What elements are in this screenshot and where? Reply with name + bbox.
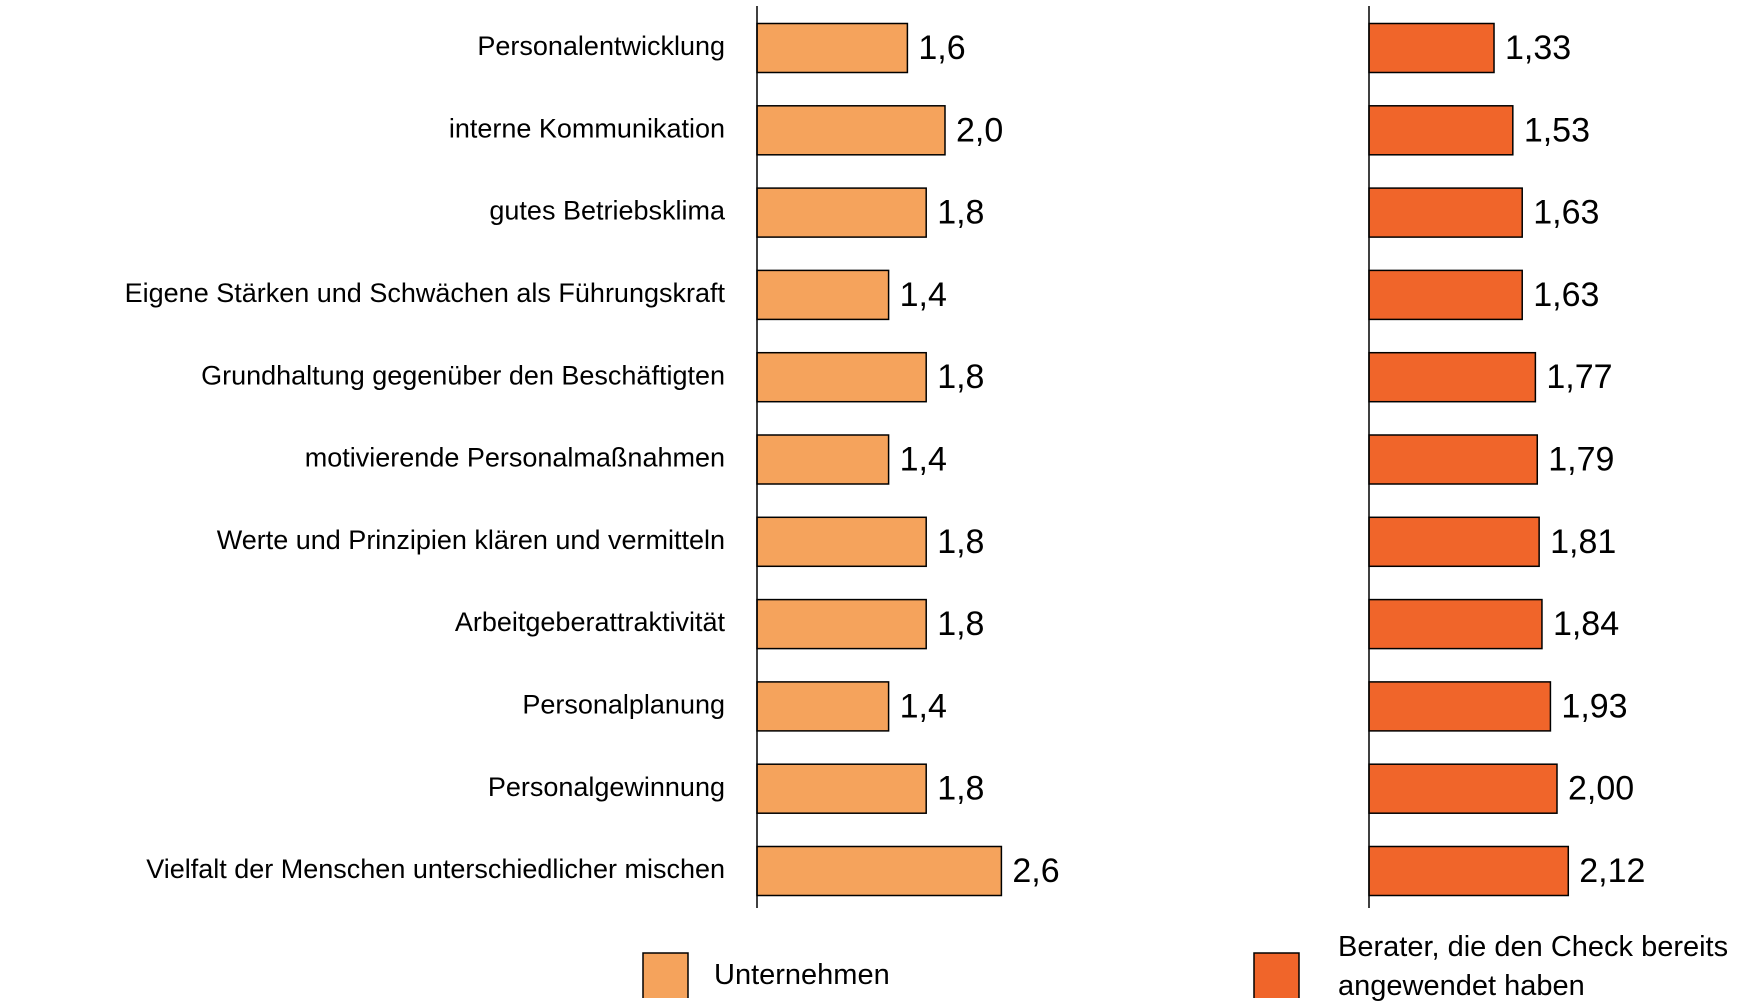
bar bbox=[756, 434, 890, 485]
bar bbox=[756, 845, 1003, 897]
bar bbox=[1368, 187, 1523, 238]
bar bbox=[756, 351, 927, 403]
bar bbox=[756, 269, 890, 321]
bar bbox=[1368, 434, 1539, 485]
bar bbox=[1368, 22, 1495, 74]
legend-label: Berater, die den Check bereits angewende… bbox=[1338, 931, 1729, 1002]
value-label: 1,8 bbox=[937, 358, 984, 396]
bar bbox=[1368, 763, 1558, 814]
category-label: interne Kommunikation bbox=[449, 113, 725, 143]
category-label: motivierende Personalmaßnahmen bbox=[305, 443, 725, 473]
bar bbox=[1368, 516, 1540, 568]
bar bbox=[1368, 269, 1523, 321]
value-label: 1,6 bbox=[918, 29, 965, 67]
category-label: gutes Betriebsklima bbox=[489, 196, 726, 226]
value-label: 1,8 bbox=[937, 605, 984, 643]
bar bbox=[756, 187, 927, 238]
value-label: 1,8 bbox=[937, 770, 984, 808]
bar bbox=[1368, 598, 1543, 650]
value-label: 1,84 bbox=[1553, 605, 1619, 643]
category-label: Werte und Prinzipien klären und vermitte… bbox=[217, 525, 725, 555]
category-label: Personalentwicklung bbox=[477, 31, 725, 61]
value-label: 1,4 bbox=[900, 687, 947, 725]
value-label: 1,63 bbox=[1533, 194, 1599, 232]
value-label: 2,6 bbox=[1012, 852, 1059, 890]
bar bbox=[1368, 845, 1570, 897]
legend-swatch bbox=[1253, 952, 1300, 998]
value-label: 1,77 bbox=[1546, 358, 1612, 396]
legend-swatch bbox=[642, 952, 689, 998]
category-label: Vielfalt der Menschen unterschiedlicher … bbox=[146, 854, 725, 884]
category-label: Personalgewinnung bbox=[488, 772, 725, 802]
bar bbox=[1368, 105, 1514, 156]
bar bbox=[756, 22, 909, 74]
legend-label: Unternehmen bbox=[714, 959, 890, 991]
value-label: 2,00 bbox=[1568, 770, 1634, 808]
value-label: 1,81 bbox=[1550, 523, 1616, 561]
category-label: Arbeitgeberattraktivität bbox=[455, 607, 726, 637]
value-label: 1,4 bbox=[900, 440, 947, 478]
bar bbox=[756, 763, 927, 814]
value-label: 1,33 bbox=[1505, 29, 1571, 67]
value-label: 1,93 bbox=[1561, 687, 1627, 725]
value-label: 1,4 bbox=[900, 276, 947, 314]
category-label: Eigene Stärken und Schwächen als Führung… bbox=[125, 278, 726, 308]
bar bbox=[756, 598, 927, 650]
value-label: 1,79 bbox=[1548, 440, 1614, 478]
bar bbox=[756, 681, 890, 732]
bar bbox=[1368, 681, 1552, 732]
value-label: 1,63 bbox=[1533, 276, 1599, 314]
value-label: 1,53 bbox=[1524, 111, 1590, 149]
value-label: 2,12 bbox=[1579, 852, 1645, 890]
value-label: 2,0 bbox=[956, 111, 1003, 149]
bar bbox=[1368, 351, 1537, 403]
bar bbox=[756, 105, 946, 156]
value-label: 1,8 bbox=[937, 523, 984, 561]
category-label: Grundhaltung gegenüber den Beschäftigten bbox=[201, 360, 725, 390]
value-label: 1,8 bbox=[937, 194, 984, 232]
category-label: Personalplanung bbox=[522, 690, 725, 720]
bar bbox=[756, 516, 927, 568]
